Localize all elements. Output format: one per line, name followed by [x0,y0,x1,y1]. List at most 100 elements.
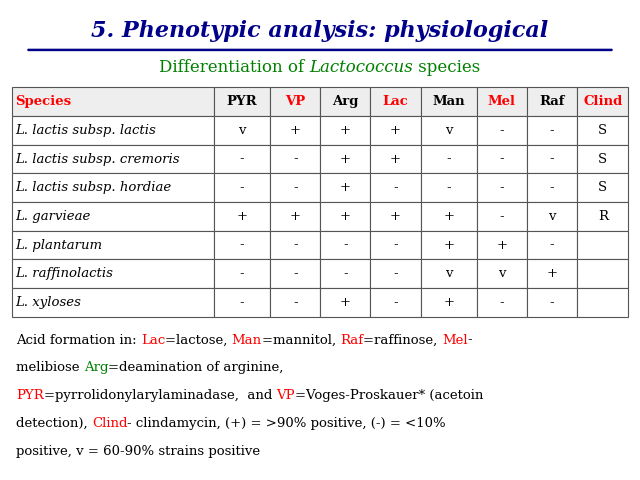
Text: Mel: Mel [442,334,467,347]
Bar [477,87,527,116]
Bar [321,173,371,202]
Text: -: - [393,267,398,280]
Text: Man: Man [232,334,262,347]
Bar [527,202,577,231]
Text: +: + [390,210,401,223]
Text: +: + [290,210,301,223]
Bar [577,202,628,231]
Bar [270,259,321,288]
Text: -: - [500,296,504,309]
Text: -: - [550,239,554,252]
Text: VP: VP [285,95,305,108]
Bar [527,116,577,145]
Bar [270,87,321,116]
Text: -: - [446,181,451,194]
Text: detection),: detection), [16,417,92,430]
Bar [270,231,321,259]
Bar [477,288,527,317]
Bar [12,87,214,116]
Text: positive, v = 60-90% strains positive: positive, v = 60-90% strains positive [16,445,260,458]
Text: 5. Phenotypic analysis: physiological: 5. Phenotypic analysis: physiological [92,20,548,42]
Bar [577,87,628,116]
Bar [12,173,214,202]
Bar [477,231,527,259]
Text: L. plantarum: L. plantarum [15,239,102,252]
Text: -: - [500,124,504,137]
Bar [12,202,214,231]
Text: Lac: Lac [383,95,408,108]
Text: -: - [500,210,504,223]
Bar [527,259,577,288]
Bar [321,116,371,145]
Text: VP: VP [276,389,295,402]
Bar [214,259,270,288]
Bar [321,87,371,116]
Text: L. raffinolactis: L. raffinolactis [15,267,113,280]
Bar [214,173,270,202]
Text: species: species [413,59,481,75]
Bar [214,231,270,259]
Text: +: + [547,267,557,280]
Bar [12,231,214,259]
Text: +: + [443,296,454,309]
Bar [371,116,420,145]
Text: -: - [550,124,554,137]
Text: -: - [550,296,554,309]
Bar [270,145,321,173]
Text: Acid formation in:: Acid formation in: [16,334,141,347]
Text: v: v [445,124,452,137]
Text: S: S [598,124,607,137]
Text: Clind: Clind [92,417,127,430]
Text: -: - [550,153,554,166]
Text: L. xyloses: L. xyloses [15,296,81,309]
Text: v: v [498,267,506,280]
Bar [477,145,527,173]
Text: PYR: PYR [16,389,44,402]
Bar [577,259,628,288]
Bar [527,231,577,259]
Text: +: + [443,239,454,252]
Text: v: v [548,210,556,223]
Bar [577,173,628,202]
Bar [577,231,628,259]
Text: =deamination of arginine,: =deamination of arginine, [108,361,284,374]
Text: - clindamycin, (+) = >90% positive, (-) = <10%: - clindamycin, (+) = >90% positive, (-) … [127,417,446,430]
Bar [12,288,214,317]
Bar [214,145,270,173]
Text: -: - [343,267,348,280]
Text: Arg: Arg [332,95,358,108]
Text: L. lactis subsp. hordiae: L. lactis subsp. hordiae [15,181,172,194]
Bar [321,145,371,173]
Text: +: + [390,124,401,137]
Text: Lac: Lac [141,334,165,347]
Text: R: R [598,210,608,223]
Bar [420,259,477,288]
Text: melibiose: melibiose [16,361,84,374]
Text: =raffinose,: =raffinose, [364,334,442,347]
Bar [371,87,420,116]
Bar [214,87,270,116]
Text: -: - [240,153,244,166]
Text: =pyrrolidonylarylaminadase,  and: =pyrrolidonylarylaminadase, and [44,389,276,402]
Bar [12,145,214,173]
Bar [321,259,371,288]
Text: -: - [293,153,298,166]
Text: -: - [467,334,472,347]
Bar [477,173,527,202]
Text: +: + [443,210,454,223]
Text: Species: Species [15,95,72,108]
Text: -: - [293,267,298,280]
Text: v: v [445,267,452,280]
Bar [321,231,371,259]
Bar [214,202,270,231]
Text: +: + [340,210,351,223]
Bar [420,87,477,116]
Bar [321,288,371,317]
Text: -: - [240,181,244,194]
Text: Raf: Raf [340,334,364,347]
Text: +: + [497,239,508,252]
Text: -: - [393,296,398,309]
Bar [214,116,270,145]
Text: Lactococcus: Lactococcus [310,59,413,75]
Text: +: + [390,153,401,166]
